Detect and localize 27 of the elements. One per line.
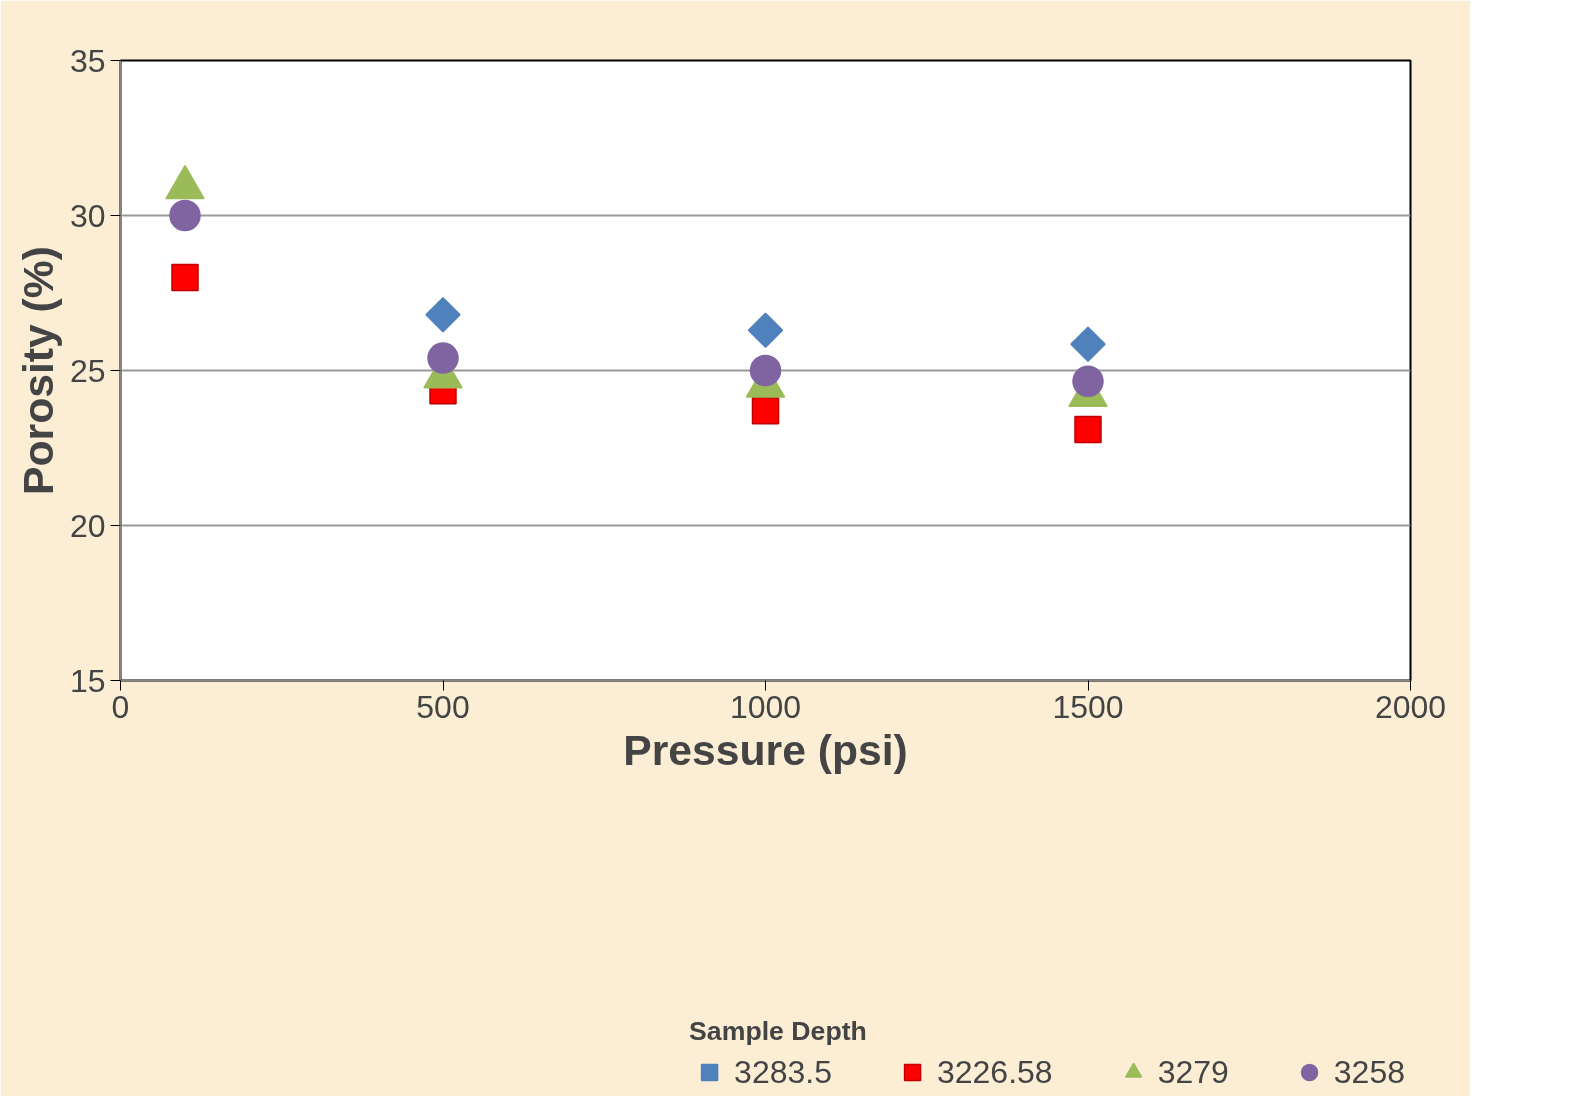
legend-title: Sample Depth [689, 1016, 868, 1047]
x-tick-label: 0 [111, 688, 130, 725]
point [427, 342, 459, 374]
point [1072, 365, 1104, 398]
x-tick-label: 500 [416, 688, 470, 725]
legend-label: 3279 [1157, 1053, 1229, 1091]
y-tick-label: 30 [69, 197, 106, 234]
point [749, 354, 782, 387]
x-tick-label: 1000 [729, 688, 802, 725]
point [747, 312, 784, 348]
point [171, 263, 199, 292]
point [1074, 415, 1102, 444]
legend-label: 3283.5 [734, 1053, 832, 1091]
y-axis-title: Porosity (%) [13, 246, 62, 495]
x-axis-title: Pressure (psi) [623, 725, 908, 774]
y-tick-label: 25 [69, 352, 106, 389]
point [751, 397, 780, 425]
y-tick-label: 20 [69, 507, 106, 544]
legend-label: 3226.58 [936, 1053, 1053, 1091]
legend-label: 3258 [1333, 1053, 1405, 1091]
point [169, 199, 201, 232]
y-tick-label: 15 [69, 662, 106, 699]
point [425, 296, 461, 333]
x-tick-label: 1500 [1052, 688, 1124, 725]
y-tick-label: 35 [69, 42, 106, 79]
point [1070, 326, 1106, 362]
x-tick-label: 2000 [1374, 688, 1447, 725]
